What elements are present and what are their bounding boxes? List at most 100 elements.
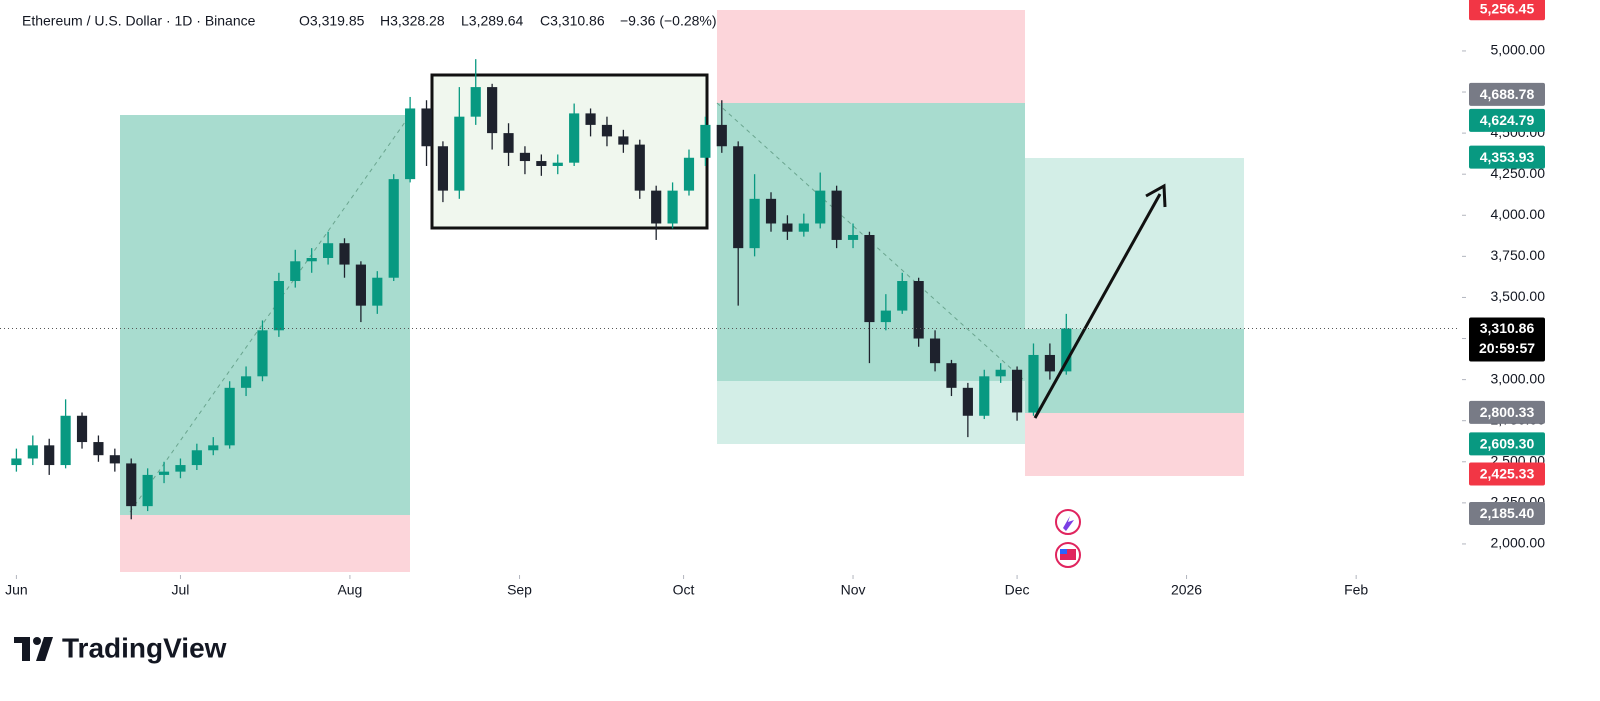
last-price-label: 3,310.86 [1480,320,1535,336]
candle-body [405,108,416,180]
event-icon [1063,516,1074,531]
candle-body [798,223,809,232]
short-extra-zone [717,381,1025,444]
drawings [120,10,1244,572]
short-stop-zone [717,10,1025,103]
last-price-badge [1469,317,1545,362]
x-tick-label: Dec [1005,582,1030,598]
header-high: H3,328.28 [380,13,445,29]
candle-body [519,152,531,162]
candle-body [651,190,662,224]
candle-body [503,133,514,153]
candle-body [437,146,449,191]
long-profit-zone [1025,329,1244,413]
price-badge [1469,145,1545,169]
candle-body [667,190,678,224]
candle-body [421,108,432,147]
candle-body [765,198,777,224]
logo-part [33,637,41,645]
candle-body [487,87,498,134]
candle-body [683,157,695,191]
candle-body [929,338,941,364]
long-target-zone [1025,158,1244,329]
x-tick-label: Feb [1344,582,1368,598]
candle-body [552,162,563,166]
candle-body [454,116,465,191]
x-tick-label: Jun [5,582,28,598]
x-tick-label: Oct [673,582,695,598]
candle-body [585,113,596,125]
candle-body [306,258,317,262]
y-tick-label: 5,000.00 [1491,42,1546,58]
candle-body [142,474,153,507]
price-badge-label: 4,688.78 [1480,86,1535,102]
logo-part [22,637,30,661]
candle-body [716,124,727,147]
y-tick-label: 4,000.00 [1491,206,1546,222]
candle-body [224,387,235,446]
candle-body [273,281,284,331]
x-tick-label: Jul [171,582,189,598]
x-tick-label: 2026 [1171,582,1202,598]
price-badge-label: 2,185.40 [1480,505,1535,521]
candle-body [782,223,793,232]
brand-name: TradingView [62,632,227,663]
candle-body [864,234,875,323]
header-open: O3,319.85 [299,13,365,29]
candle-body [158,471,170,475]
y-tick-label: 4,250.00 [1491,165,1546,181]
price-badge [1469,432,1545,456]
candle-body [93,442,104,456]
candle-body [979,376,990,416]
candle-body [962,387,973,416]
candle-body [323,243,334,259]
trend-dash [129,114,411,513]
long-profit-zone [120,115,410,515]
price-badge-label: 2,800.33 [1480,404,1535,420]
price-badge-label: 4,624.79 [1480,112,1535,128]
price-badge [1469,0,1545,21]
trend-dash [716,102,1026,382]
candle-body [815,190,826,224]
candle-body [1044,354,1055,372]
header-close: C3,310.86 [540,13,605,29]
flag-icon [1060,549,1067,554]
arrow [1033,183,1167,419]
candle-body [44,445,55,466]
candle-body [995,369,1006,377]
header-title: Ethereum / U.S. Dollar · 1D · Binance [22,13,256,29]
x-tick-label: Nov [841,582,866,598]
price-badge-label: 2,609.30 [1480,436,1535,452]
candle-body [1028,354,1039,413]
arrow-line [1033,193,1162,419]
candle-body [191,450,202,466]
header-low: L3,289.64 [461,13,523,29]
candle-body [1061,328,1072,372]
candle-body [240,376,252,388]
y-tick-label: 3,750.00 [1491,247,1546,263]
candle-body [946,363,957,388]
y-tick-label: 3,000.00 [1491,370,1546,386]
candle-body [355,264,366,306]
candle-body [569,113,580,163]
price-badge-label: 4,353.93 [1480,149,1535,165]
price-badge-label: 2,425.33 [1480,466,1535,482]
logo-part [36,637,53,661]
candle-body [60,415,71,466]
candle-body [897,281,908,311]
brand-logo: TradingView [14,632,227,663]
y-tick-label: 3,500.00 [1491,288,1546,304]
candle-body [749,198,760,249]
x-tick-label: Aug [337,582,362,598]
long-stop-zone [1025,413,1244,476]
candle-body [880,310,891,323]
candle-body [388,179,399,278]
price-badge [1469,400,1545,424]
candle-body [372,277,383,306]
candle-body [109,455,120,464]
arrow-head [1145,183,1167,208]
price-badge [1469,462,1545,486]
y-tick-label: 2,000.00 [1491,535,1546,551]
candle-body [733,146,744,249]
candle-body [1011,369,1023,413]
